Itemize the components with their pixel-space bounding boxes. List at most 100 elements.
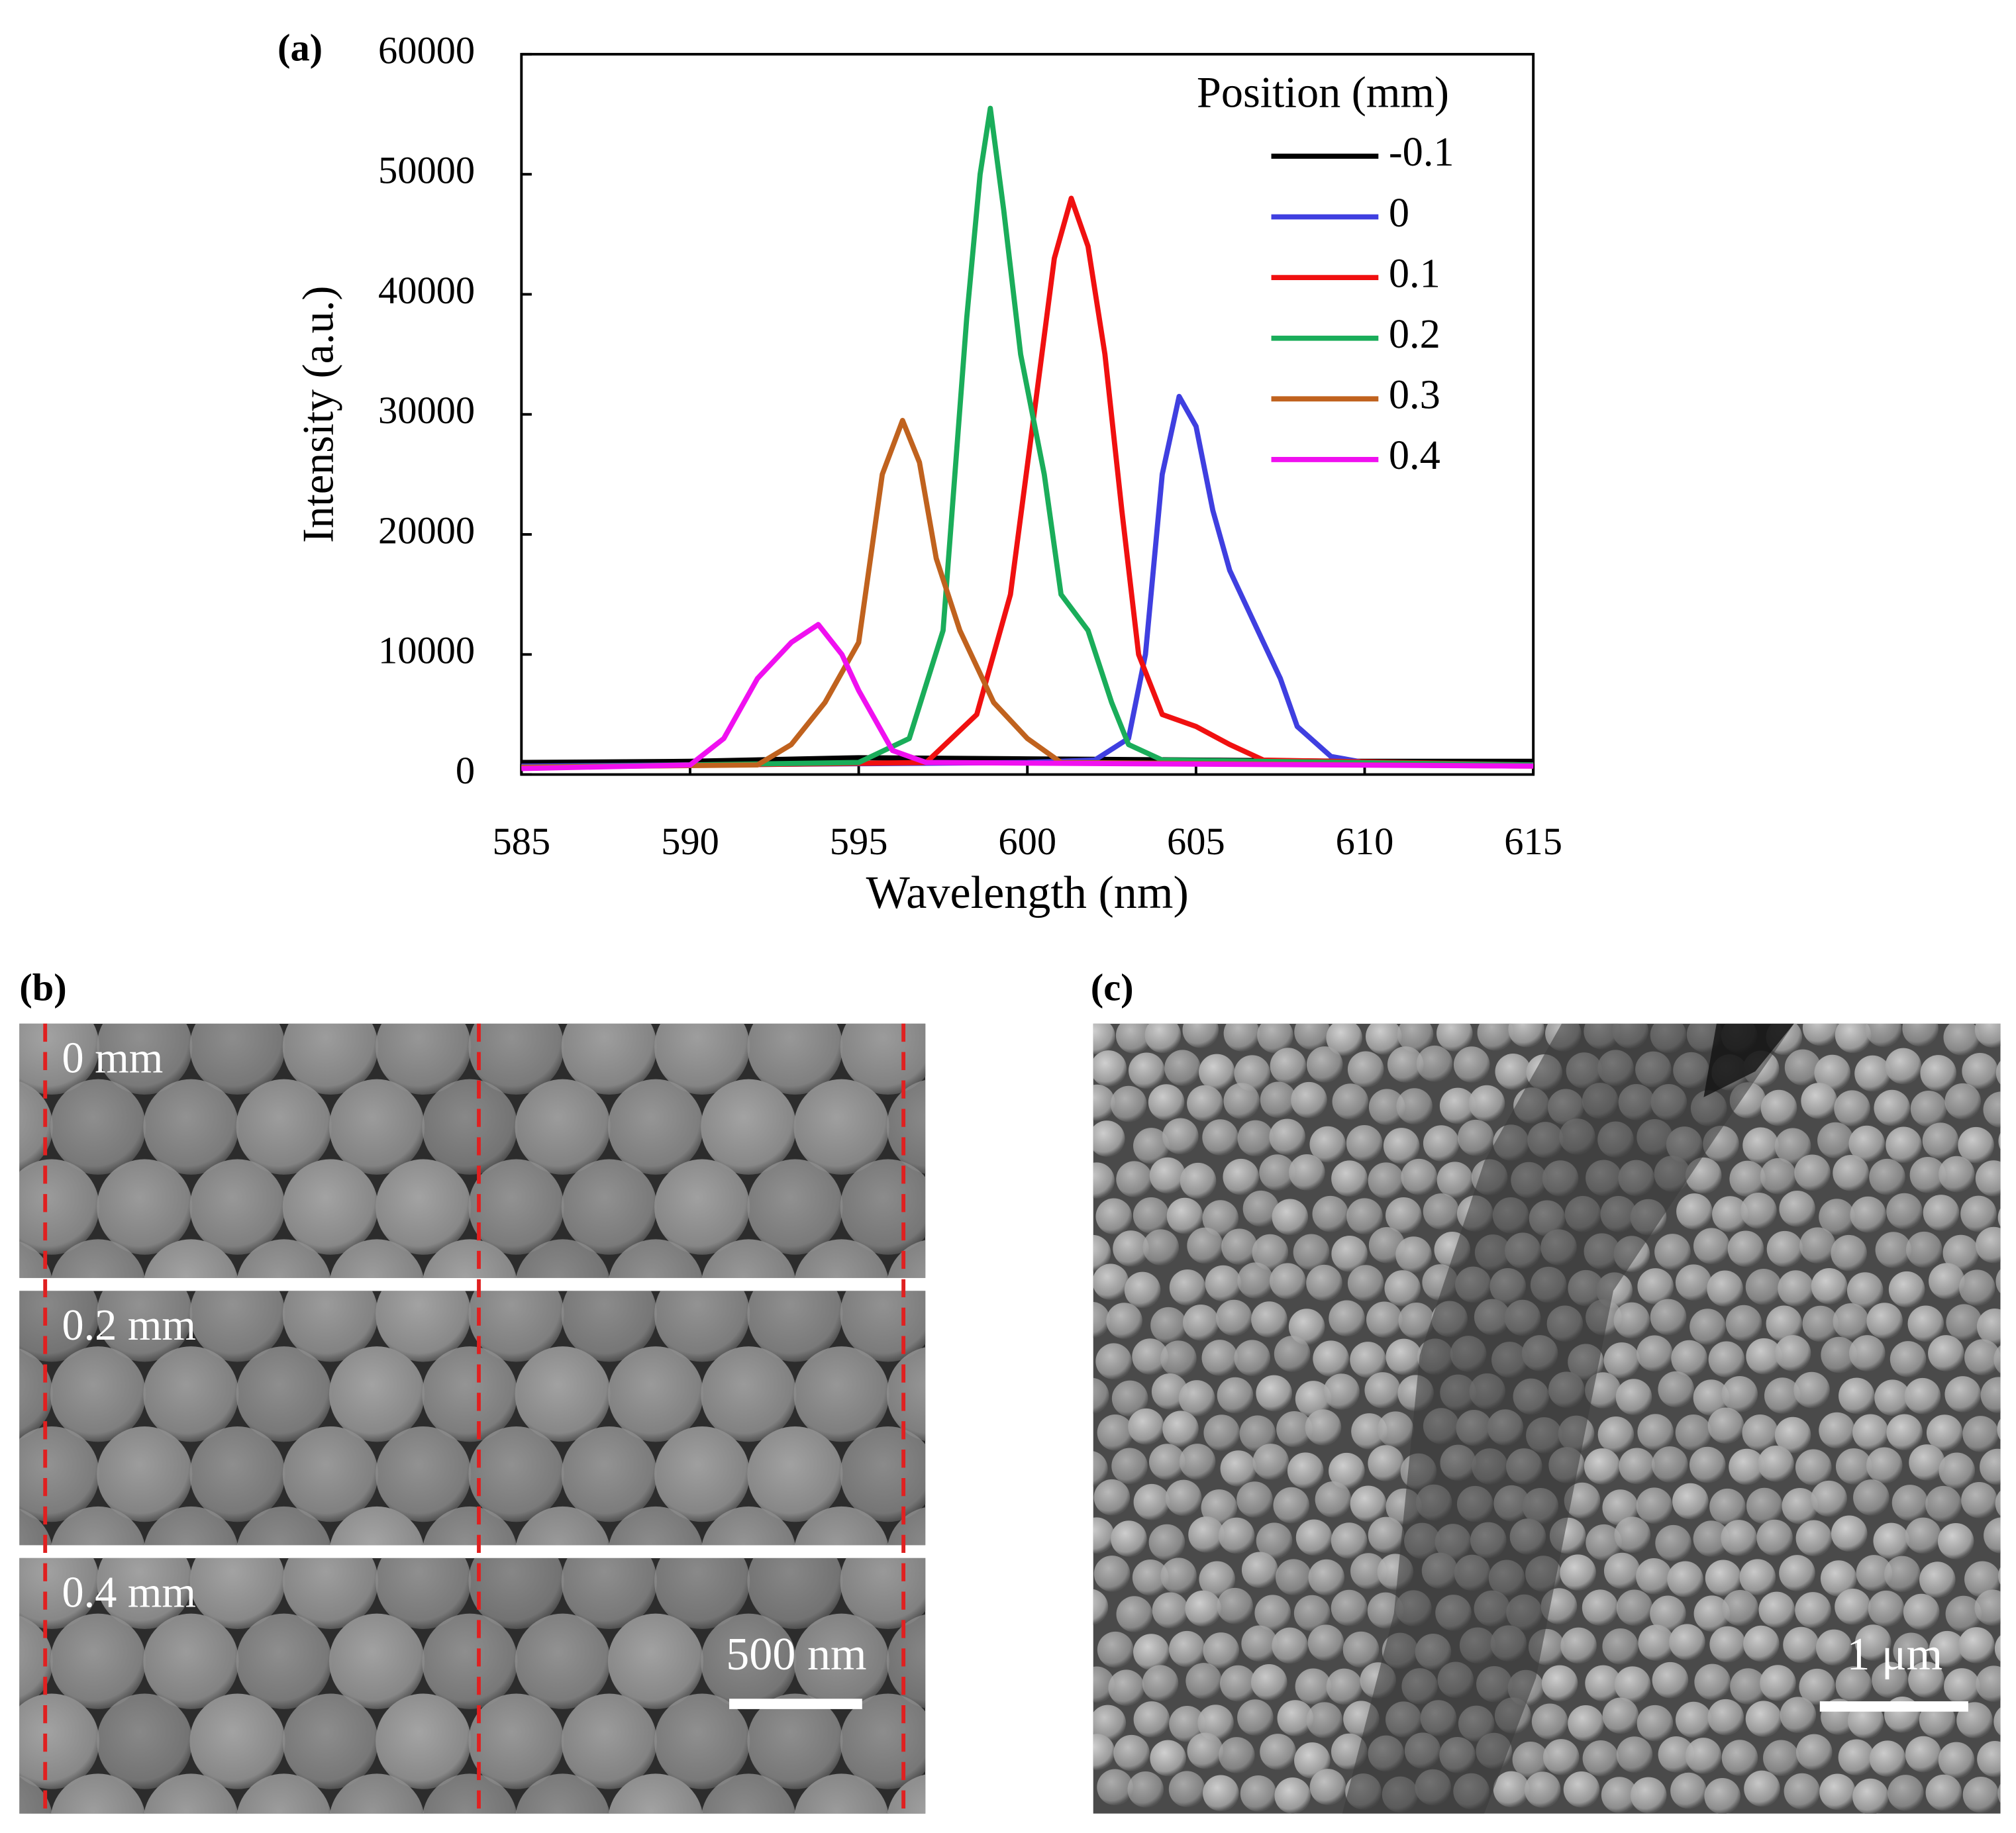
sphere: [468, 1023, 564, 1095]
sphere: [1236, 1481, 1273, 1518]
sphere: [1169, 1705, 1205, 1742]
sphere: [1884, 1556, 1921, 1593]
sphere: [1368, 1162, 1405, 1199]
sphere: [1760, 1665, 1796, 1701]
sphere: [1729, 1448, 1765, 1485]
sphere: [1259, 1154, 1295, 1191]
sphere: [1364, 1372, 1401, 1409]
sphere: [1795, 1520, 1833, 1557]
sphere: [1113, 1734, 1150, 1771]
sphere: [747, 1159, 843, 1255]
sphere: [1763, 1740, 1799, 1777]
sphere: [1180, 1162, 1217, 1199]
sphere: [1313, 1340, 1349, 1377]
sphere: [1945, 1595, 1982, 1632]
sphere: [1937, 1522, 1974, 1560]
sphere: [1152, 1592, 1189, 1629]
sphere: [1875, 1232, 1912, 1268]
sphere: [1890, 1341, 1927, 1377]
sphere: [468, 1558, 564, 1629]
sphere: [1834, 1090, 1870, 1126]
sphere: [1347, 1051, 1384, 1088]
x-tick-label: 595: [830, 820, 888, 863]
sphere: [50, 1773, 146, 1814]
sphere: [1854, 1055, 1891, 1092]
sphere: [1929, 1263, 1965, 1299]
sphere: [1997, 1208, 2001, 1227]
sphere: [1160, 1340, 1197, 1377]
sphere: [1693, 1595, 1731, 1632]
sphere: [1387, 1046, 1424, 1083]
sphere: [1106, 1303, 1142, 1339]
sphere: [1142, 1665, 1179, 1701]
sphere: [1983, 1091, 2001, 1128]
sphere: [1401, 1158, 1437, 1195]
sphere: [1342, 1631, 1380, 1668]
sphere: [1142, 1229, 1180, 1265]
sphere: [654, 1023, 750, 1095]
sphere: [1288, 1309, 1325, 1345]
sphere: [980, 1346, 1075, 1442]
sphere: [1672, 1483, 1709, 1520]
legend-title: Position (mm): [1197, 68, 1449, 117]
x-tick-label: 605: [1167, 820, 1225, 863]
sphere: [1795, 1734, 1833, 1771]
sphere: [1613, 1302, 1650, 1339]
sphere: [1597, 1416, 1635, 1453]
sphere: [794, 1239, 889, 1278]
sphere: [1675, 1414, 1712, 1451]
sphere: [1493, 1771, 1530, 1808]
sphere: [1178, 1380, 1215, 1416]
sphere: [1960, 1195, 1997, 1232]
sphere: [1093, 1050, 1127, 1087]
sphere: [1560, 1627, 1597, 1664]
sphere: [1132, 1559, 1169, 1596]
sphere: [329, 1773, 425, 1814]
sphere: [1309, 1126, 1346, 1163]
y-tick-label: 40000: [378, 269, 475, 312]
sphere: [747, 1558, 843, 1629]
sphere: [236, 1613, 332, 1709]
sphere: [701, 1613, 797, 1709]
sphere: [0, 1426, 7, 1522]
sphere: [1187, 1085, 1223, 1122]
sphere: [1366, 1301, 1403, 1338]
sphere: [1115, 1023, 1152, 1054]
sphere: [97, 1291, 193, 1362]
sphere: [1760, 1089, 1797, 1126]
sphere: [189, 1693, 285, 1789]
sphere: [1133, 1701, 1170, 1738]
sphere: [886, 1079, 926, 1174]
sphere: [1868, 1590, 1905, 1627]
sphere: [1234, 1055, 1270, 1091]
sphere: [1093, 1705, 1127, 1742]
sphere: [1833, 1303, 1870, 1340]
sphere: [1619, 1448, 1655, 1485]
sphere: [1872, 1661, 1908, 1699]
sphere: [1329, 1452, 1365, 1489]
sphere: [1799, 1668, 1835, 1705]
sphere: [282, 1023, 378, 1095]
sphere: [1977, 1741, 2001, 1777]
sphere: [143, 1613, 239, 1709]
sphere: [1093, 1589, 1109, 1625]
sphere: [1694, 1663, 1731, 1701]
sphere: [1650, 1595, 1686, 1632]
sphere: [1946, 1304, 1982, 1340]
sphere: [1274, 1777, 1311, 1814]
sphere: [1293, 1595, 1331, 1632]
sphere: [1958, 1627, 1995, 1663]
sphere: [1614, 1666, 1651, 1703]
sphere: [1164, 1050, 1201, 1086]
sphere: [1560, 1554, 1596, 1591]
sphere: [1637, 1268, 1674, 1305]
sphere: [1942, 1234, 1980, 1271]
sphere: [1856, 1555, 1893, 1591]
legend-label: 0.3: [1389, 372, 1440, 418]
y-tick-label: 60000: [378, 28, 475, 72]
sphere: [1326, 1023, 1362, 1056]
sphere: [97, 1693, 193, 1789]
sphere: [1707, 1407, 1744, 1444]
sphere: [1784, 1049, 1821, 1086]
sphere: [1994, 1635, 2001, 1662]
